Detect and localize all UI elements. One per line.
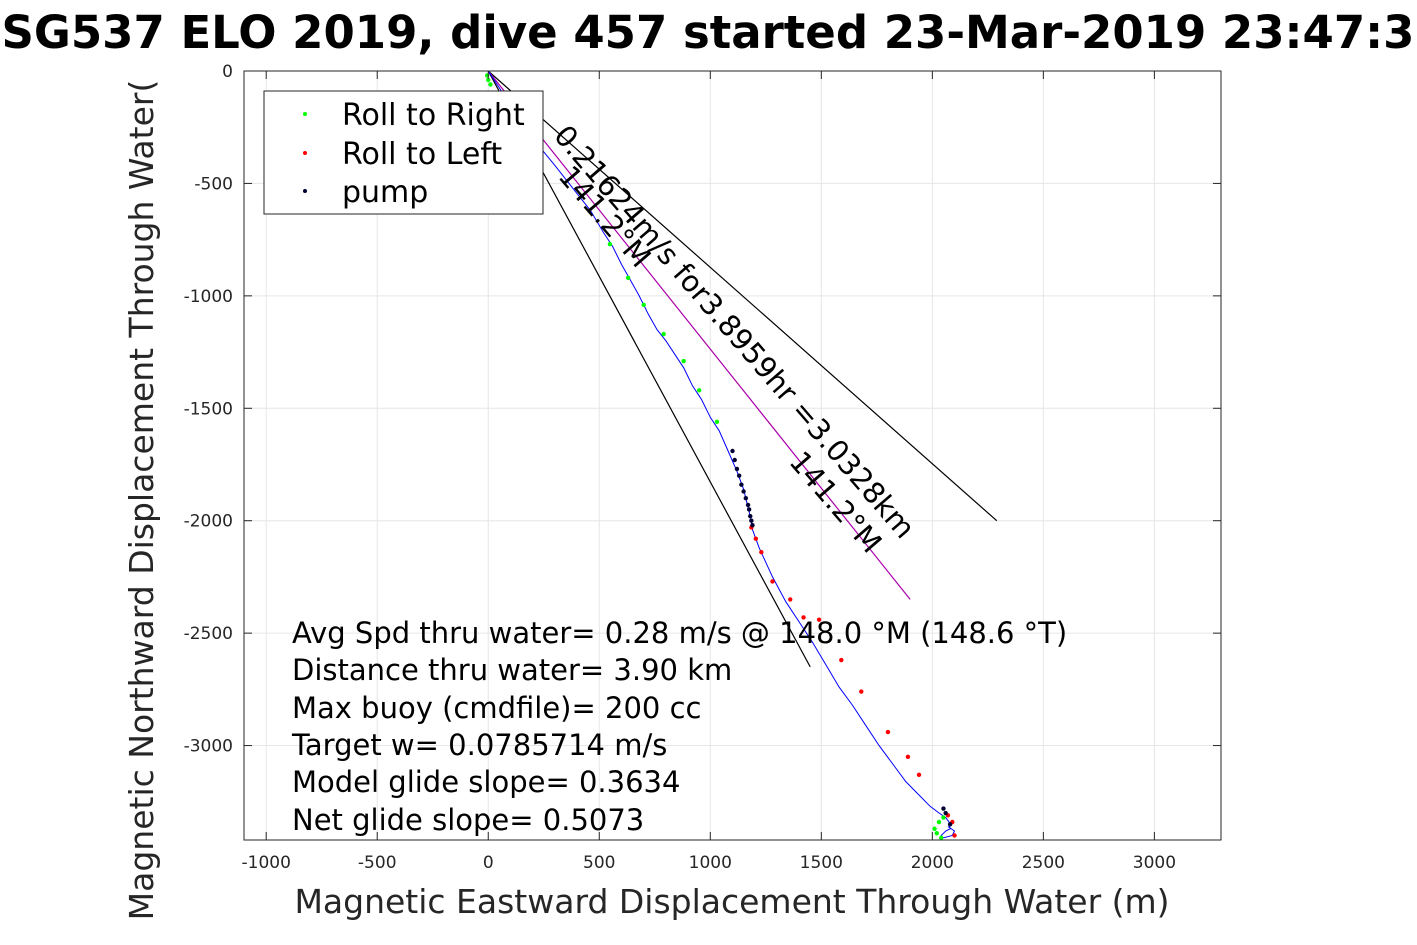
summary-line-target-w: Target w= 0.0785714 m/s: [291, 728, 667, 762]
x-tick-label: -500: [358, 853, 397, 873]
data-point: [859, 689, 864, 694]
data-point: [714, 419, 720, 424]
summary-line-net-glide: Net glide slope= 0.5073: [292, 803, 644, 837]
dive-summary: Avg Spd thru water= 0.28 m/s @ 148.0 °M …: [291, 616, 1067, 837]
data-point: [488, 82, 493, 87]
data-point: [932, 826, 937, 831]
data-point: [934, 831, 939, 836]
data-point: [681, 358, 686, 364]
data-point: [745, 502, 751, 508]
data-point: [952, 833, 957, 838]
data-point: [607, 241, 613, 247]
data-point: [743, 496, 749, 501]
x-tick-label: 1500: [800, 853, 843, 873]
x-tick-label: 2000: [911, 853, 954, 873]
legend-marker-roll-left: [303, 151, 307, 155]
legend-box: [263, 90, 544, 215]
series-roll-to-right: [484, 73, 946, 840]
legend-label-roll-right: Roll to Right: [342, 98, 525, 133]
data-point: [486, 77, 491, 83]
y-axis-label: Magnetic Northward Displacement Through …: [122, 80, 161, 921]
plot-area: [484, 71, 998, 840]
data-point: [941, 806, 946, 811]
legend-label-pump: pump: [342, 175, 428, 210]
data-point: [801, 615, 806, 620]
data-point: [943, 810, 948, 816]
data-point: [788, 597, 793, 602]
data-point: [905, 754, 911, 760]
axes-frame: [243, 70, 1222, 841]
y-tick-label: -1500: [184, 399, 233, 419]
data-point: [739, 482, 744, 487]
data-point: [936, 819, 942, 825]
data-point: [736, 473, 742, 478]
x-axis-label: Magnetic Eastward Displacement Through W…: [294, 882, 1169, 921]
x-tick-label: 0: [483, 853, 494, 873]
y-tick-label: -1000: [184, 287, 233, 307]
chart-title: SG537 ELO 2019, dive 457 started 23-Mar-…: [2, 6, 1415, 59]
data-point: [748, 514, 753, 519]
data-point: [770, 579, 775, 584]
data-point: [696, 388, 702, 393]
y-tick-label: -500: [194, 174, 233, 194]
x-tick-label: 2500: [1022, 853, 1065, 873]
axes: -1000 -500 0 500 1000 1500 2000 2500 3000 0 -500 -1…: [184, 62, 1222, 873]
y-tick-label: 0: [222, 62, 233, 82]
data-point: [941, 815, 946, 820]
y-tick-label: -2000: [184, 512, 233, 532]
data-point: [732, 457, 737, 463]
data-point: [749, 518, 754, 523]
data-point: [641, 302, 646, 308]
legend-label-roll-left: Roll to Left: [342, 137, 502, 172]
data-point: [625, 275, 631, 281]
summary-line-model-glide: Model glide slope= 0.3634: [292, 765, 680, 799]
x-tick-label: 1000: [689, 853, 732, 873]
x-tick-label: 3000: [1133, 853, 1176, 873]
summary-line-avg-speed: Avg Spd thru water= 0.28 m/s @ 148.0 °M …: [292, 616, 1067, 650]
x-tick-label: 500: [583, 853, 615, 873]
summary-line-max-buoy: Max buoy (cmdfile)= 200 cc: [292, 691, 701, 725]
x-tick-label: -1000: [242, 853, 291, 873]
data-point: [734, 466, 740, 472]
legend-marker-pump: [303, 189, 307, 193]
data-point: [816, 617, 822, 622]
data-point: [753, 536, 759, 541]
data-point: [947, 822, 953, 827]
data-point: [759, 549, 764, 555]
summary-line-distance: Distance thru water= 3.90 km: [292, 653, 732, 687]
data-point: [839, 657, 844, 663]
data-point: [730, 448, 735, 454]
y-tick-label: -3000: [184, 737, 233, 757]
heading-line-2: [487, 71, 911, 600]
series-pump: [730, 448, 953, 827]
legend-marker-roll-right: [303, 112, 307, 116]
data-point: [661, 331, 666, 337]
series-roll-to-left: [749, 525, 957, 838]
data-point: [741, 489, 746, 494]
heading-line-0: [487, 71, 998, 522]
data-point: [885, 729, 891, 735]
legend: Roll to Right Roll to Left pump: [263, 90, 544, 215]
data-point: [916, 772, 922, 777]
data-point: [939, 835, 944, 840]
data-point: [750, 523, 755, 528]
y-tick-label: -2500: [184, 624, 233, 644]
data-point: [746, 507, 752, 512]
